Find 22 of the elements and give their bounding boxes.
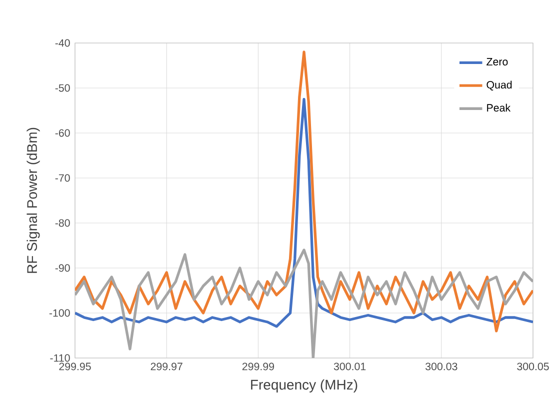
x-axis-title: Frequency (MHz) xyxy=(251,379,358,392)
line-series xyxy=(75,248,533,358)
y-tick-label: -100 xyxy=(49,309,70,317)
legend-label: Quad xyxy=(486,80,512,90)
y-axis-title: RF Signal Power (dBm) xyxy=(26,128,40,273)
x-tick-label: 300.01 xyxy=(334,362,366,370)
line-series xyxy=(75,98,533,328)
y-tick-label: -50 xyxy=(55,84,70,92)
x-tick-label: 299.99 xyxy=(242,362,274,370)
y-tick-label: -40 xyxy=(55,39,70,47)
x-tick-label: 300.05 xyxy=(517,362,549,370)
y-tick-label: -60 xyxy=(55,129,70,137)
x-tick-label: 299.95 xyxy=(59,362,91,370)
legend-label: Zero xyxy=(486,58,508,66)
y-tick-label: -110 xyxy=(50,354,70,362)
x-tick-label: 299.97 xyxy=(150,362,182,370)
x-tick-label: 300.03 xyxy=(425,362,458,370)
line-series xyxy=(75,50,533,332)
y-tick-label: -90 xyxy=(55,264,70,272)
legend-label: Peak xyxy=(487,104,511,112)
y-tick-label: -70 xyxy=(55,174,70,182)
y-tick-label: -80 xyxy=(55,219,70,227)
